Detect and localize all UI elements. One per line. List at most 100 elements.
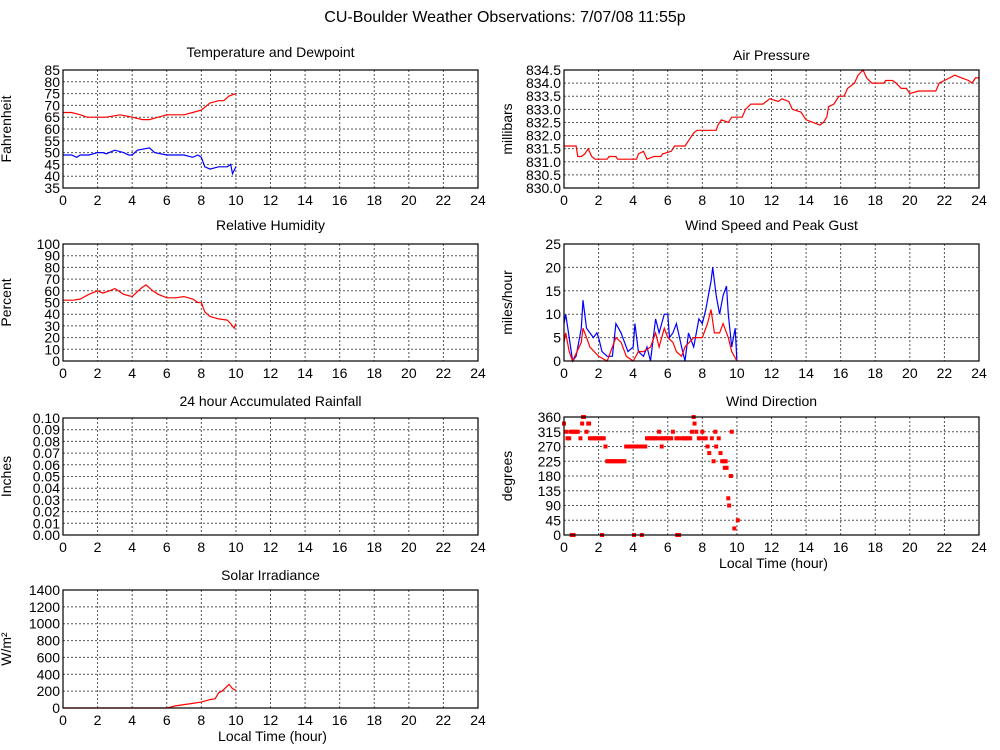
x-tick-label: 10 [228,539,244,555]
y-tick-label: 800 [37,633,61,649]
y-tick-label: 50 [44,295,60,311]
y-tick-label: 65 [44,109,60,125]
temperature-title: Temperature and Dewpoint [186,44,354,60]
x-tick-label: 22 [937,192,953,208]
y-tick-label: 70 [44,97,60,113]
y-tick-label: 0.01 [33,515,60,531]
x-tick-label: 20 [401,539,417,555]
y-tick-label: 0 [52,353,60,369]
x-tick-label: 14 [798,192,814,208]
page-title: CU-Boulder Weather Observations: 7/07/08… [324,9,685,26]
humidity-series-relative-humidity [63,284,237,330]
x-tick-label: 8 [197,712,205,728]
y-tick-label: 35 [44,180,60,196]
y-tick-label: 360 [538,409,562,425]
y-tick-label: 832.5 [526,114,561,130]
x-tick-label: 2 [94,712,102,728]
y-tick-label: 0.00 [33,527,60,543]
wind-direction-chart: Wind Directiondegrees0459013518022527031… [499,393,987,571]
x-tick-label: 8 [197,192,205,208]
x-tick-label: 0 [59,192,67,208]
wind-speed-title: Wind Speed and Peak Gust [685,217,858,233]
x-tick-label: 24 [470,365,486,381]
x-tick-label: 24 [470,192,486,208]
temperature-chart: Temperature and DewpointFahrenheit354045… [0,44,486,208]
x-tick-label: 16 [833,192,849,208]
x-tick-label: 18 [366,192,382,208]
y-tick-label: 0.10 [33,410,60,426]
x-tick-label: 0 [560,539,568,555]
y-tick-label: 50 [44,145,60,161]
wind-direction-point [727,503,732,508]
temperature-plot-frame [62,69,479,189]
x-tick-label: 6 [664,539,672,555]
x-tick-label: 22 [937,539,953,555]
x-tick-label: 20 [902,192,918,208]
solar-plot-frame [62,589,479,709]
x-tick-label: 2 [94,192,102,208]
y-tick-label: 60 [44,283,60,299]
x-tick-label: 14 [297,712,313,728]
y-tick-label: 400 [37,666,61,682]
rainfall-ylabel: Inches [0,456,14,497]
x-tick-label: 20 [401,365,417,381]
y-tick-label: 600 [37,649,61,665]
x-tick-label: 10 [729,365,745,381]
y-tick-label: 0 [52,700,60,716]
y-tick-label: 30 [44,318,60,334]
x-tick-label: 14 [297,539,313,555]
x-tick-label: 6 [664,192,672,208]
y-tick-label: 10 [44,341,60,357]
x-tick-label: 20 [401,712,417,728]
y-tick-label: 90 [44,248,60,264]
temperature-series-temperature [63,93,237,121]
y-tick-label: 833.5 [526,88,561,104]
x-tick-label: 8 [698,365,706,381]
temperature-ylabel: Fahrenheit [0,95,14,162]
x-tick-label: 16 [332,539,348,555]
x-tick-label: 16 [833,539,849,555]
x-tick-label: 4 [128,712,136,728]
x-tick-label: 18 [366,712,382,728]
wind-direction-point [584,429,589,434]
x-tick-label: 18 [366,365,382,381]
x-tick-label: 6 [163,712,171,728]
y-tick-label: 0.09 [33,422,60,438]
x-tick-label: 12 [263,192,279,208]
x-tick-label: 10 [228,712,244,728]
x-tick-label: 4 [128,192,136,208]
wind-direction-point [726,496,731,501]
wind-direction-point [603,444,608,449]
y-tick-label: 20 [44,330,60,346]
y-tick-label: 85 [44,62,60,78]
y-tick-label: 15 [545,283,561,299]
y-tick-label: 0 [553,527,561,543]
wind-direction-plot-frame [563,416,980,536]
solar-chart: Solar IrradianceW/m²02004006008001000120… [0,567,486,744]
x-tick-label: 4 [128,365,136,381]
wind-direction-point [631,444,636,449]
wind-direction-point [669,436,674,441]
wind-direction-point [711,459,716,464]
wind-direction-point [676,436,681,441]
wind-speed-plot-frame [563,243,980,362]
wind-direction-point [705,444,710,449]
y-tick-label: 0.02 [33,504,60,520]
x-tick-label: 12 [263,365,279,381]
x-tick-label: 0 [59,365,67,381]
wind-direction-xlabel: Local Time (hour) [719,555,828,571]
y-tick-label: 315 [538,424,562,440]
wind-direction-point [575,429,580,434]
y-tick-label: 55 [44,133,60,149]
humidity-plot-frame [62,243,479,362]
x-tick-label: 6 [163,365,171,381]
x-tick-label: 16 [332,192,348,208]
y-tick-label: 135 [538,483,562,499]
y-tick-label: 270 [538,439,562,455]
x-tick-label: 2 [94,365,102,381]
x-tick-label: 12 [764,539,780,555]
pressure-ylabel: millibars [499,103,515,154]
wind-direction-point [728,474,733,478]
y-tick-label: 834.5 [526,62,561,78]
